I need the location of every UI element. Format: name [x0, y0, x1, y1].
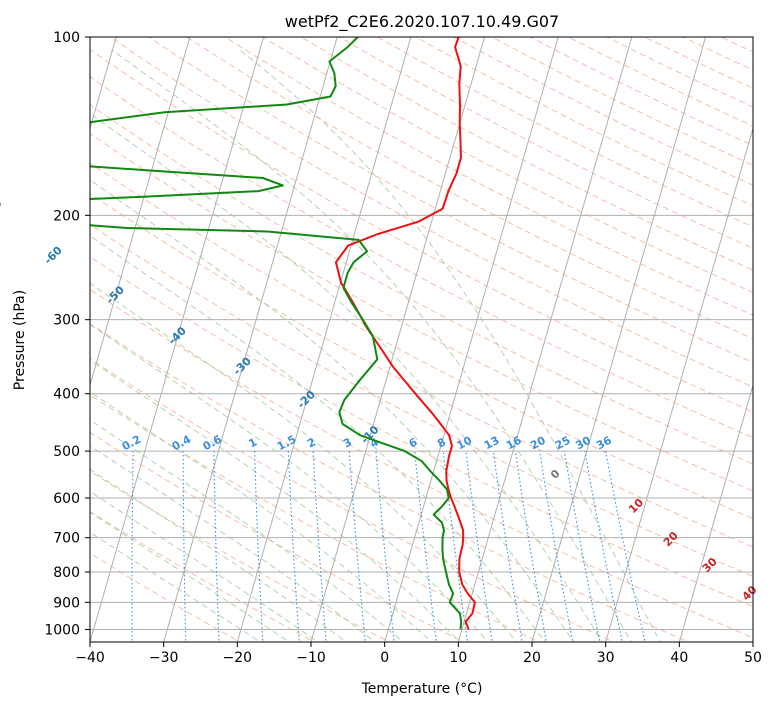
y-tick-label: 800 [53, 565, 80, 581]
x-tick-label: 40 [670, 650, 688, 666]
chart-title: wetPf2_C2E6.2020.107.10.49.G07 [285, 12, 559, 32]
y-tick-label: 900 [53, 595, 80, 611]
y-tick-label: 600 [53, 491, 80, 507]
x-tick-label: 0 [380, 650, 389, 666]
x-tick-label: −40 [75, 650, 105, 666]
x-tick-label: −10 [296, 650, 326, 666]
y-tick-label: 100 [53, 30, 80, 46]
y-axis-label: Pressure (hPa) [12, 290, 28, 390]
x-tick-label: 50 [744, 650, 762, 666]
y-tick-label: 200 [53, 208, 80, 224]
y-tick-label: 300 [53, 313, 80, 329]
y-tick-label: 500 [53, 444, 80, 460]
x-tick-label: −20 [223, 650, 253, 666]
x-tick-label: 10 [449, 650, 467, 666]
x-tick-label: −30 [149, 650, 179, 666]
y-tick-label: 1000 [44, 622, 80, 638]
x-tick-label: 20 [523, 650, 541, 666]
y-tick-label: 400 [53, 387, 80, 403]
y-tick-label: 700 [53, 531, 80, 547]
x-axis-label: Temperature (°C) [361, 681, 483, 697]
x-tick-label: 30 [597, 650, 615, 666]
